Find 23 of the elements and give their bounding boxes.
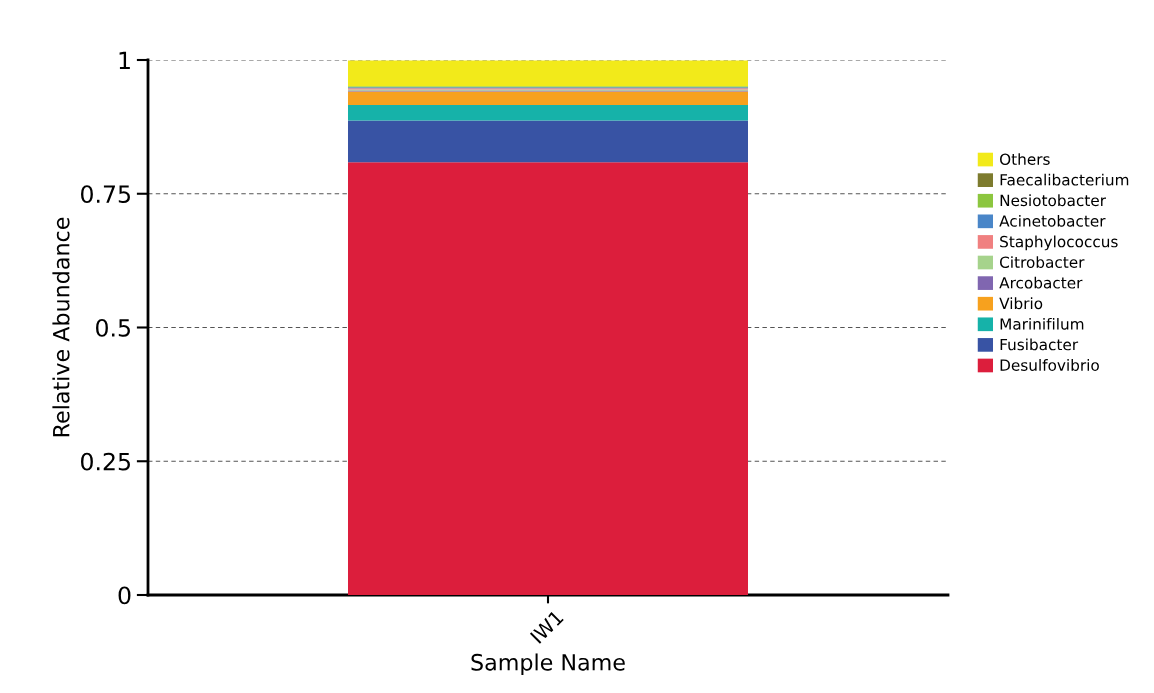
legend-label: Desulfovibrio — [1000, 359, 1099, 371]
legend-label: Vibrio — [999, 297, 1043, 310]
x-tick-label: IW1 — [529, 609, 564, 644]
legend-label: Arcobacter — [999, 276, 1083, 289]
bar — [348, 91, 748, 105]
legend-label: Staphylococcus — [1000, 235, 1118, 251]
y-tick-label: 1 — [119, 51, 130, 69]
y-tick-label: 0.5 — [96, 318, 130, 337]
y-tick-label: 0.25 — [81, 452, 130, 471]
bar — [348, 60, 748, 87]
legend-label: Marinifilum — [1000, 317, 1084, 330]
legend-label: Nesiotobacter — [1000, 194, 1106, 207]
x-axis-title: Sample Name — [471, 653, 625, 675]
y-tick-label: 0 — [118, 586, 131, 605]
legend-label: Citrobacter — [1000, 256, 1085, 268]
legend-label: Acinetobacter — [999, 214, 1106, 227]
bar — [348, 104, 748, 121]
legend-label: Others — [1000, 153, 1050, 165]
bar — [348, 120, 748, 163]
y-tick-label: 0.75 — [81, 185, 130, 204]
legend-label: Fusibacter — [1000, 338, 1079, 351]
legend-label: Faecalibacterium — [1000, 173, 1129, 186]
y-axis-title: Relative Abundance — [52, 217, 70, 437]
